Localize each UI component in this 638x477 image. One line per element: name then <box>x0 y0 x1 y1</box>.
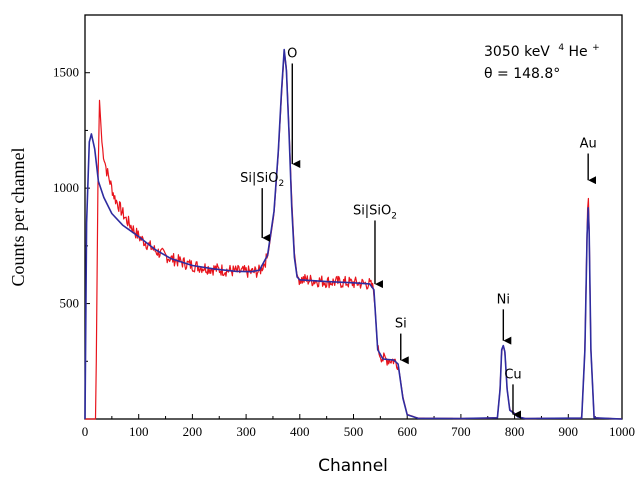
x-tick-label: 1000 <box>609 424 635 439</box>
y-tick-label: 1000 <box>53 180 79 195</box>
beam-charge: + <box>592 43 600 53</box>
annotation-label-text: Si|SiO <box>240 171 278 186</box>
annotation-label: Au <box>580 137 597 152</box>
x-tick-label: 0 <box>82 424 89 439</box>
x-tick-label: 400 <box>290 424 310 439</box>
x-tick-label: 300 <box>236 424 256 439</box>
y-tick-label: 500 <box>60 296 80 311</box>
annotation-label-text: Au <box>580 137 597 152</box>
annotation-label: Si|SiO2 <box>240 171 284 189</box>
series-layer <box>84 48 623 420</box>
x-tick-label: 200 <box>183 424 203 439</box>
annotation-label: Cu <box>504 367 521 382</box>
annotation-label: Ni <box>497 292 510 307</box>
x-axis-title: Channel <box>318 456 388 476</box>
y-axis-ticks: 500 1000 1500 <box>53 65 90 362</box>
annotation-subscript: 2 <box>391 211 397 221</box>
scattering-angle: θ = 148.8° <box>484 66 560 82</box>
y-tick-label: 1500 <box>53 65 79 80</box>
annotation-subscript: 2 <box>279 179 285 189</box>
series-line-0 <box>85 54 622 420</box>
series-line-1 <box>84 48 623 420</box>
annotation-label-text: O <box>287 46 297 61</box>
annotation-label-text: Cu <box>504 367 521 382</box>
x-tick-label: 500 <box>344 424 364 439</box>
annotation-label: Si <box>395 317 407 332</box>
annotation-label-text: Si|SiO <box>353 203 391 218</box>
beam-energy: 3050 keV <box>484 44 550 60</box>
x-tick-label: 900 <box>559 424 579 439</box>
annotation-label: O <box>287 46 297 61</box>
beam-mass: 4 <box>558 43 564 53</box>
beam-info: 3050 keV 4 He + <box>484 38 600 60</box>
annotation-label: Si|SiO2 <box>353 203 397 221</box>
y-axis-title: Counts per channel <box>8 148 28 287</box>
annotation-label-text: Ni <box>497 292 510 307</box>
x-tick-label: 600 <box>397 424 417 439</box>
beam-ion: He <box>569 44 588 60</box>
x-tick-label: 100 <box>129 424 149 439</box>
annotation-label-text: Si <box>395 317 407 332</box>
x-tick-label: 700 <box>451 424 471 439</box>
x-tick-label: 800 <box>505 424 525 439</box>
